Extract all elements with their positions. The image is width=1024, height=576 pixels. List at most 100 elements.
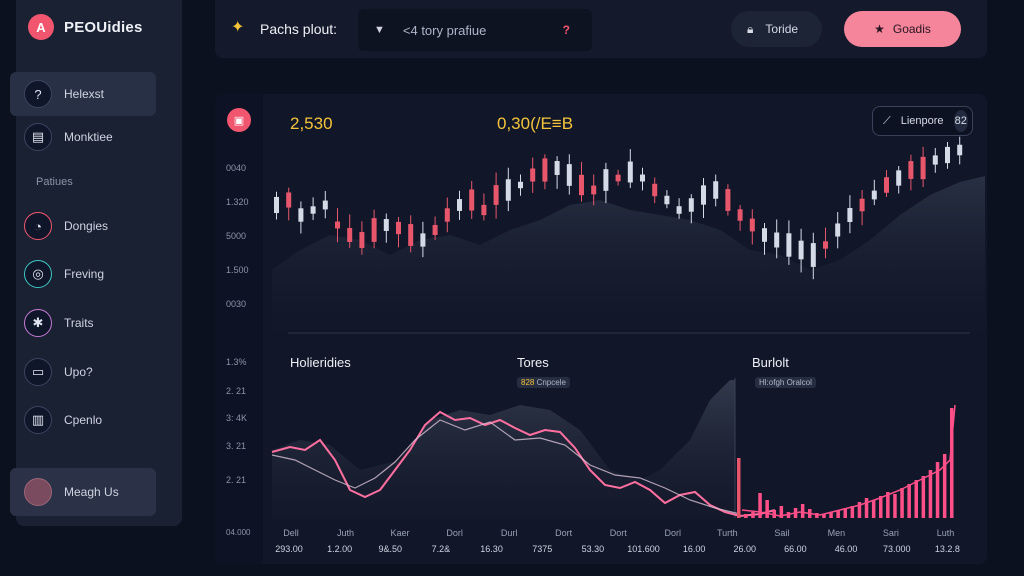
goadis-button[interactable]: ★ Goadis xyxy=(844,11,961,47)
candle-body xyxy=(603,169,609,191)
candle-body xyxy=(701,185,706,205)
candle-body xyxy=(518,181,523,189)
question-mark-icon[interactable]: ? xyxy=(562,23,570,37)
target-icon: ◎ xyxy=(24,260,52,288)
y-tick-label: 3: 4K xyxy=(226,413,248,423)
sidebar-item-meagh-us[interactable]: Meagh Us xyxy=(10,468,156,516)
candle-body xyxy=(591,185,597,195)
candle-body xyxy=(871,190,877,200)
candle-body xyxy=(396,221,401,235)
candle-body xyxy=(469,189,475,211)
candle-body xyxy=(347,228,353,242)
candle-body xyxy=(505,179,511,201)
candle-body xyxy=(310,206,316,214)
price-area xyxy=(272,176,985,330)
selector-text: <4 tory prafiue xyxy=(402,22,487,38)
sidebar-item-helexst[interactable]: ? Helexst xyxy=(10,72,156,116)
candle-body xyxy=(884,177,889,193)
y-tick-label: 2. 21 xyxy=(226,475,247,485)
x-tick-label: Dort xyxy=(555,528,573,538)
sidebar-item-label: Traits xyxy=(64,316,94,330)
brand[interactable]: A PEOUidies xyxy=(28,14,143,40)
spark-icon: ✦ xyxy=(231,19,245,36)
x-tick-label: Men xyxy=(827,528,846,538)
panel-title: Burlolt xyxy=(752,355,789,370)
bar xyxy=(900,488,904,518)
toride-button[interactable]: 🔒︎ Toride xyxy=(731,11,822,47)
bar xyxy=(928,470,933,518)
x-tick-value: 53.30 xyxy=(581,544,605,554)
candle-body xyxy=(762,228,767,242)
legend-button[interactable]: ⟋ Lienpore 82 xyxy=(872,106,973,136)
sidebar-item-freving[interactable]: ◎ Freving xyxy=(10,252,156,296)
sidebar-item-monktiee[interactable]: ▤ Monktiee xyxy=(10,115,156,159)
chart-selector-dropdown[interactable]: ▼ <4 tory prafiue ? xyxy=(358,9,592,51)
bar xyxy=(829,512,833,518)
x-tick-label: Dort xyxy=(609,528,627,538)
candle-body xyxy=(749,218,755,232)
stat-left: 2,530 xyxy=(290,114,333,133)
bar xyxy=(765,500,769,518)
y-tick-label: 0040 xyxy=(226,163,247,173)
x-tick-value: 46.00 xyxy=(834,544,858,554)
panel-tag: 828 Cnpcele xyxy=(517,377,570,388)
sidebar-item-dongies[interactable]: ◔ Dongies xyxy=(10,204,156,248)
sidebar-item-upo[interactable]: ▭ Upo? xyxy=(10,350,156,394)
bar xyxy=(744,514,748,518)
sidebar-item-traits[interactable]: ✱ Traits xyxy=(10,301,156,345)
lock-icon: 🔒︎ xyxy=(747,21,754,36)
x-tick-value: 13.2.8 xyxy=(934,544,960,554)
x-tick-label: Sail xyxy=(774,528,790,538)
candle-body xyxy=(335,221,340,229)
x-tick-label: Dorl xyxy=(446,528,463,538)
candle-body xyxy=(371,218,377,242)
y-tick-label: 1.320 xyxy=(226,197,249,207)
trend-icon: ⟋ xyxy=(883,114,891,127)
candle-body xyxy=(859,198,865,212)
avatar-icon xyxy=(24,478,52,506)
bar xyxy=(737,458,741,518)
candle-body xyxy=(652,183,658,197)
x-tick-value: 7375 xyxy=(532,544,553,554)
bar xyxy=(843,508,847,518)
question-icon: ? xyxy=(24,80,52,108)
x-tick-value: 66.00 xyxy=(784,544,807,554)
candle-body xyxy=(359,232,365,248)
sidebar-item-cpenlo[interactable]: ▥ Cpenlo xyxy=(10,398,156,442)
candle-body xyxy=(896,170,902,186)
candle-body xyxy=(823,241,828,249)
brand-logo-icon: A xyxy=(28,14,54,40)
x-tick-value: 16.30 xyxy=(480,544,503,554)
candle-body xyxy=(444,208,450,222)
bar xyxy=(907,484,911,518)
bar xyxy=(822,514,826,518)
candle-body xyxy=(786,233,792,257)
sidebar-item-label: Helexst xyxy=(64,87,105,101)
candle-body xyxy=(383,219,389,231)
panel-tag-text: Cnpcele xyxy=(534,378,566,387)
x-tick-label: Kaer xyxy=(390,528,410,538)
panel-title: Holieridies xyxy=(290,355,351,370)
candle-body xyxy=(798,240,804,260)
y-tick-label: 0030 xyxy=(226,299,247,309)
x-tick-label: Luth xyxy=(936,528,955,538)
bar xyxy=(871,500,876,518)
pink-line-series xyxy=(271,410,776,518)
candle-body xyxy=(298,208,304,222)
bar xyxy=(886,492,890,518)
file-icon: ▭ xyxy=(24,358,52,386)
goadis-label: Goadis xyxy=(892,22,931,36)
bar xyxy=(800,504,805,518)
axis-corner-label: 04.000 xyxy=(226,528,251,537)
candle-body xyxy=(322,200,328,210)
chart-card-icon[interactable]: ▣ xyxy=(227,108,251,132)
candle-body xyxy=(945,146,950,164)
asterisk-icon: ✱ xyxy=(24,309,52,337)
candle-body xyxy=(286,192,292,208)
x-tick-value: 9&.50 xyxy=(378,544,403,554)
bar xyxy=(914,480,918,518)
sidebar-section-label: Patiues xyxy=(36,176,73,188)
bar xyxy=(815,513,819,518)
bar xyxy=(950,408,954,518)
candle-body xyxy=(640,174,645,182)
